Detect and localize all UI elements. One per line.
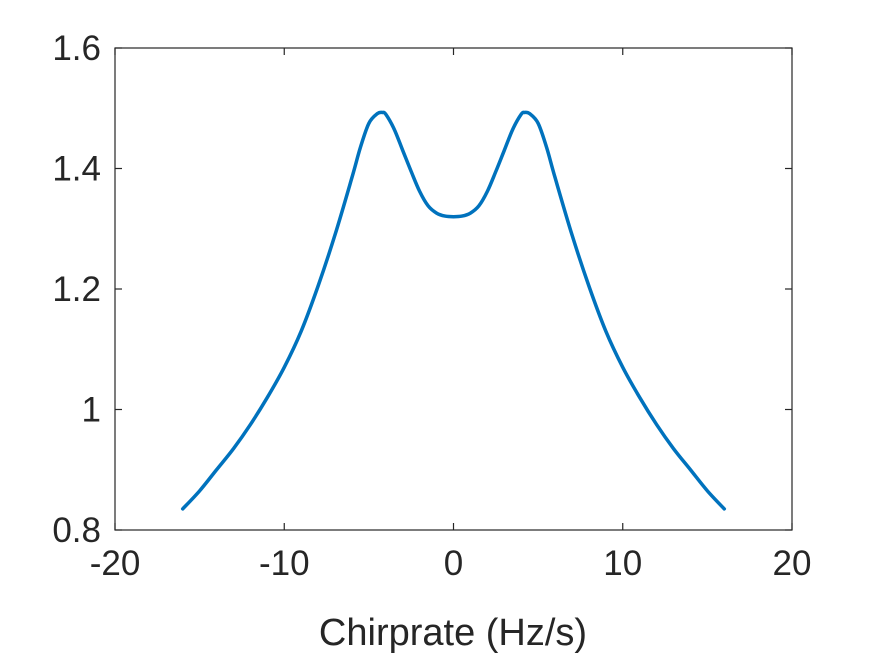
x-tick-label: -10 — [259, 544, 310, 583]
series-line-0 — [180, 110, 727, 511]
y-tick-label: 1.6 — [52, 29, 101, 68]
x-tick-label: 20 — [773, 544, 812, 583]
y-tick-label: 1.2 — [52, 270, 101, 309]
x-tick-label: -20 — [90, 544, 141, 583]
y-tick-label: 1 — [82, 391, 101, 430]
x-tick-label: 0 — [444, 544, 463, 583]
y-tick-label: 0.8 — [52, 511, 101, 550]
y-tick-label: 1.4 — [52, 150, 101, 189]
axis-ticks — [114, 47, 793, 531]
x-axis-title: Chirprate (Hz/s) — [319, 612, 587, 654]
tick-labels: -20 -10 0 10 20 0.8 1 1.2 1.4 1.6 — [52, 29, 811, 583]
series-layer — [180, 110, 727, 511]
x-tick-label: 10 — [603, 544, 642, 583]
